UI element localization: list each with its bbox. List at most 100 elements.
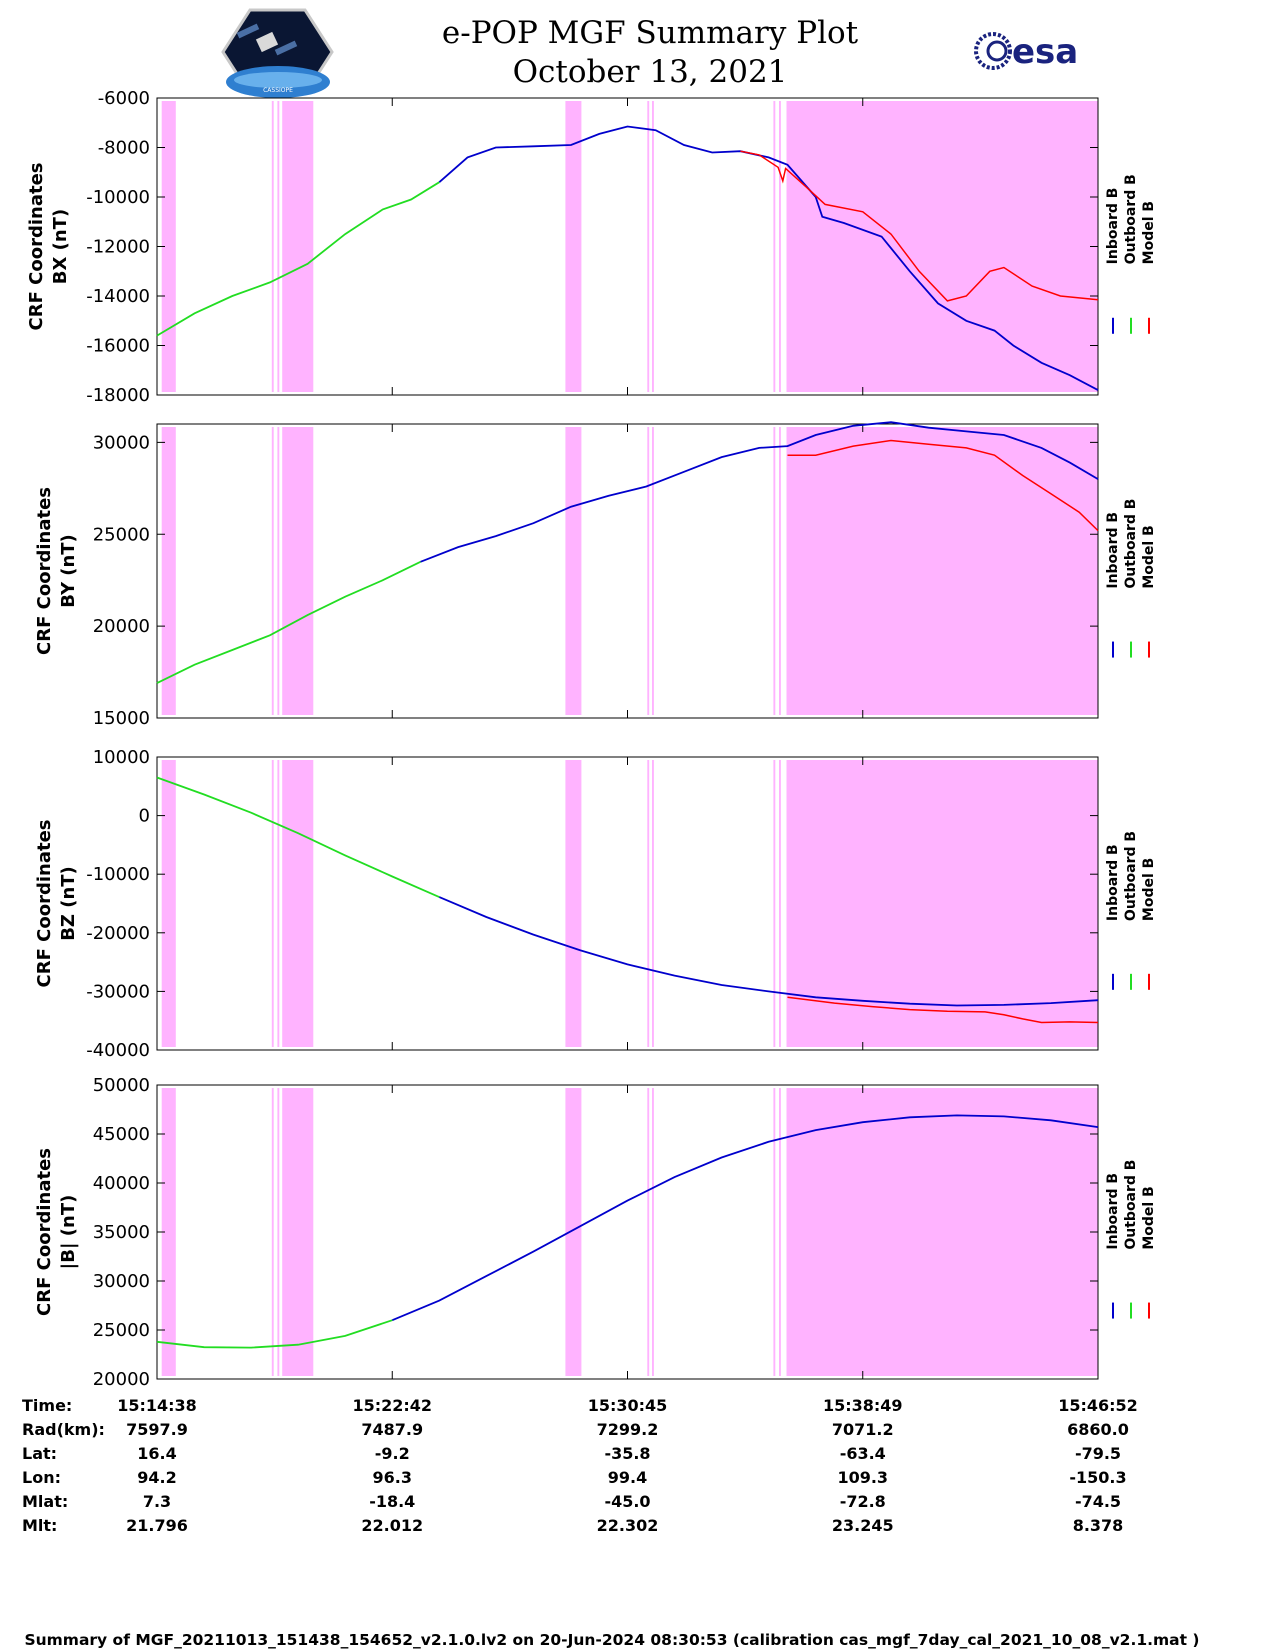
footer-summary: Summary of MGF_20211013_151438_154652_v2… xyxy=(24,1631,1199,1649)
legend-label-model: Model B xyxy=(1141,525,1157,588)
cassiope-logo-label: CASSIOPE xyxy=(263,87,293,94)
info-cell: -35.8 xyxy=(604,1444,650,1463)
shaded-interval xyxy=(271,101,274,392)
y-tick-label: 30000 xyxy=(93,432,150,453)
info-cell: -9.2 xyxy=(375,1444,410,1463)
y-tick-label: 30000 xyxy=(93,1271,150,1292)
series-inboard-line xyxy=(438,125,1099,391)
y-tick-label: -12000 xyxy=(86,237,150,258)
legend-label-outboard: Outboard B xyxy=(1123,499,1139,589)
y-tick-label: -10000 xyxy=(86,187,150,208)
info-cell: 7597.9 xyxy=(126,1420,188,1439)
shaded-interval xyxy=(779,427,781,715)
info-cell: -150.3 xyxy=(1069,1468,1126,1487)
info-cell: 15:30:45 xyxy=(588,1396,668,1415)
cassiope-logo-satellite xyxy=(255,31,279,53)
y-tick-label: 50000 xyxy=(93,1075,150,1096)
legend-label-outboard: Outboard B xyxy=(1123,1160,1139,1250)
info-cell: -74.5 xyxy=(1075,1492,1121,1511)
shaded-interval xyxy=(161,760,176,1047)
y-tick-label: 40000 xyxy=(93,1173,150,1194)
shaded-interval xyxy=(282,427,314,715)
legend-label-model: Model B xyxy=(1141,858,1157,921)
shaded-interval xyxy=(786,1088,1098,1376)
y-axis-label: CRF Coordinates xyxy=(26,163,47,331)
info-cell: -72.8 xyxy=(840,1492,886,1511)
info-cell: 22.012 xyxy=(361,1516,423,1535)
info-cell: -79.5 xyxy=(1075,1444,1121,1463)
shaded-interval xyxy=(652,1088,654,1376)
panels: -6000 -8000 -10000 -12000 -14000 -16000 -18000… xyxy=(26,88,1157,1390)
y-axis-label: CRF Coordinates xyxy=(34,487,55,655)
shaded-interval xyxy=(773,1088,776,1376)
shaded-interval xyxy=(786,427,1098,715)
shaded-interval xyxy=(277,1088,280,1376)
chart-panel: 30000 25000 20000 15000 CRF Coordinates BY (n… xyxy=(34,421,1157,729)
shaded-interval xyxy=(271,1088,274,1376)
info-cell: 15:22:42 xyxy=(352,1396,432,1415)
legend-label-inboard: Inboard B xyxy=(1105,512,1121,589)
shaded-interval xyxy=(282,1088,314,1376)
info-row-label: Mlt: xyxy=(22,1516,57,1535)
y-axis-label: BZ (nT) xyxy=(58,866,79,941)
chart-panel: 50000 45000 40000 35000 30000 25000 20000 CRF C… xyxy=(34,1075,1157,1390)
info-cell: 16.4 xyxy=(137,1444,176,1463)
series-model-line xyxy=(740,150,1099,302)
y-axis-label: CRF Coordinates xyxy=(34,1148,55,1316)
y-tick-label: -6000 xyxy=(98,88,150,109)
series-inboard-line xyxy=(391,1114,1099,1322)
info-row-label: Time: xyxy=(22,1396,72,1415)
shaded-interval xyxy=(779,760,781,1047)
shaded-interval xyxy=(647,427,650,715)
shaded-interval xyxy=(271,760,274,1047)
legend-label-inboard: Inboard B xyxy=(1105,844,1121,921)
info-cell: 15:38:49 xyxy=(823,1396,903,1415)
series-outboard-line xyxy=(156,560,421,684)
y-tick-label: 20000 xyxy=(93,1369,150,1390)
y-tick-label: -8000 xyxy=(98,138,150,159)
y-tick-label: 35000 xyxy=(93,1222,150,1243)
shaded-interval xyxy=(565,760,582,1047)
esa-logo-inner-ring xyxy=(986,40,1008,62)
y-axis-label: CRF Coordinates xyxy=(34,820,55,988)
info-cell: 7.3 xyxy=(143,1492,171,1511)
esa-logo-ring xyxy=(974,32,1012,70)
shaded-interval xyxy=(773,427,776,715)
plot-title-line1: e-POP MGF Summary Plot xyxy=(442,15,859,51)
info-cell: 109.3 xyxy=(837,1468,888,1487)
info-row-label: Mlat: xyxy=(22,1492,68,1511)
shaded-interval xyxy=(652,760,654,1047)
shaded-interval xyxy=(647,1088,650,1376)
y-tick-label: -14000 xyxy=(86,286,150,307)
shaded-interval xyxy=(271,427,274,715)
y-tick-label: -20000 xyxy=(86,923,150,944)
shaded-interval xyxy=(647,101,650,392)
series-model-line xyxy=(787,439,1099,532)
shaded-interval xyxy=(773,760,776,1047)
info-row-label: Lat: xyxy=(22,1444,57,1463)
shaded-interval xyxy=(647,760,650,1047)
info-cell: 15:46:52 xyxy=(1058,1396,1138,1415)
series-outboard-line xyxy=(156,776,440,898)
shaded-interval xyxy=(779,101,781,392)
series-inboard-line xyxy=(420,421,1099,563)
shaded-interval xyxy=(277,101,280,392)
shaded-interval xyxy=(277,760,280,1047)
y-tick-label: -16000 xyxy=(86,336,150,357)
series-model-line xyxy=(787,996,1099,1024)
orbit-info-table: Time: Rad(km): Lat: Lon: Mlat: Mlt: 15:14:38 75… xyxy=(22,1396,1138,1535)
info-cell: 94.2 xyxy=(137,1468,176,1487)
info-row-label: Rad(km): xyxy=(22,1420,105,1439)
info-cell: -63.4 xyxy=(840,1444,886,1463)
info-cell: 15:14:38 xyxy=(117,1396,197,1415)
info-cell: 21.796 xyxy=(126,1516,188,1535)
y-axis-label: BY (nT) xyxy=(58,534,79,608)
esa-logo: esa xyxy=(974,32,1078,72)
y-tick-label: 10000 xyxy=(93,747,150,768)
y-tick-label: 45000 xyxy=(93,1124,150,1145)
series-outboard-line xyxy=(156,1319,393,1349)
y-tick-label: -18000 xyxy=(86,385,150,406)
y-tick-label: 0 xyxy=(139,806,150,827)
legend-label-model: Model B xyxy=(1141,1186,1157,1249)
